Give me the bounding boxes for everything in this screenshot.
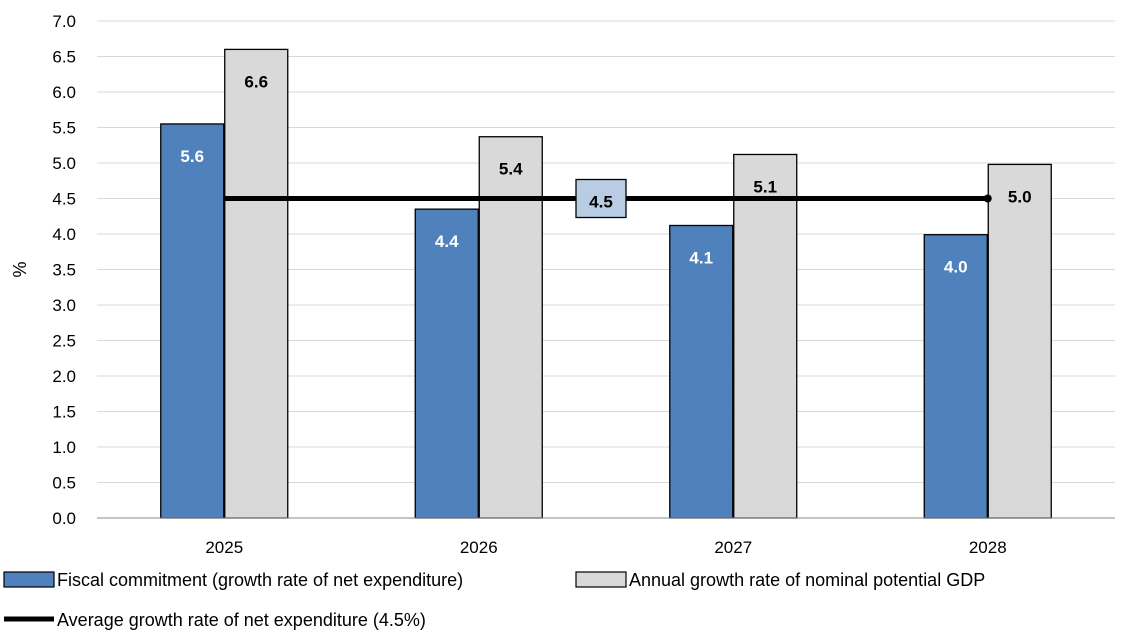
legend-swatch-fiscal-commitment [4,572,54,587]
y-tick-label: 6.5 [52,48,76,67]
bar-data-label: 5.0 [1008,187,1032,206]
bars: 5.6 6.6 4.4 5.4 4.1 5.1 4.0 5.0 [161,49,1052,518]
x-tick-label: 2028 [969,538,1007,557]
legend-label-potential-gdp: Annual growth rate of nominal potential … [629,570,985,590]
y-axis-label: % [10,261,30,277]
y-tick-label: 7.0 [52,12,76,31]
y-tick-label: 2.5 [52,332,76,351]
reference-line-label: 4.5 [589,193,613,212]
y-tick-label: 3.0 [52,296,76,315]
x-tick-label: 2026 [460,538,498,557]
y-tick-label: 4.5 [52,190,76,209]
bar-potential-gdp [734,154,797,518]
bar-potential-gdp [479,137,542,518]
y-tick-label: 0.0 [52,509,76,528]
reference-line-marker [984,195,992,203]
y-tick-label: 1.5 [52,403,76,422]
bar-data-label: 6.6 [244,72,268,91]
y-tick-label: 1.0 [52,438,76,457]
x-tick-label: 2027 [714,538,752,557]
bar-data-label: 5.4 [499,160,523,179]
y-tick-label: 0.5 [52,474,76,493]
y-tick-label: 4.0 [52,225,76,244]
reference-line-group: 4.5 [224,180,992,218]
y-tick-label: 5.5 [52,119,76,138]
bar-fiscal-commitment [924,235,987,518]
bar-data-label: 4.0 [944,258,968,277]
y-axis-ticks: 0.0 0.5 1.0 1.5 2.0 2.5 3.0 3.5 4.0 4.5 5.0 5.5 6.0 6… [52,12,76,528]
legend-label-fiscal-commitment: Fiscal commitment (growth rate of net ex… [57,570,463,590]
y-tick-label: 3.5 [52,261,76,280]
bar-potential-gdp [225,49,288,518]
legend: Fiscal commitment (growth rate of net ex… [4,570,985,630]
legend-label-reference-line: Average growth rate of net expenditure (… [57,610,426,630]
y-tick-label: 2.0 [52,367,76,386]
bar-data-label: 4.4 [435,232,459,251]
y-tick-label: 5.0 [52,154,76,173]
bar-data-label: 5.6 [180,147,204,166]
x-tick-label: 2025 [205,538,243,557]
bar-potential-gdp [988,164,1051,518]
legend-swatch-potential-gdp [576,572,626,587]
x-axis-categories: 2025 2026 2027 2028 [205,538,1006,557]
y-tick-label: 6.0 [52,83,76,102]
bar-fiscal-commitment [415,209,478,518]
bar-fiscal-commitment [161,124,224,518]
bar-fiscal-commitment [670,225,733,518]
bar-data-label: 5.1 [753,177,777,196]
bar-data-label: 4.1 [689,248,713,267]
